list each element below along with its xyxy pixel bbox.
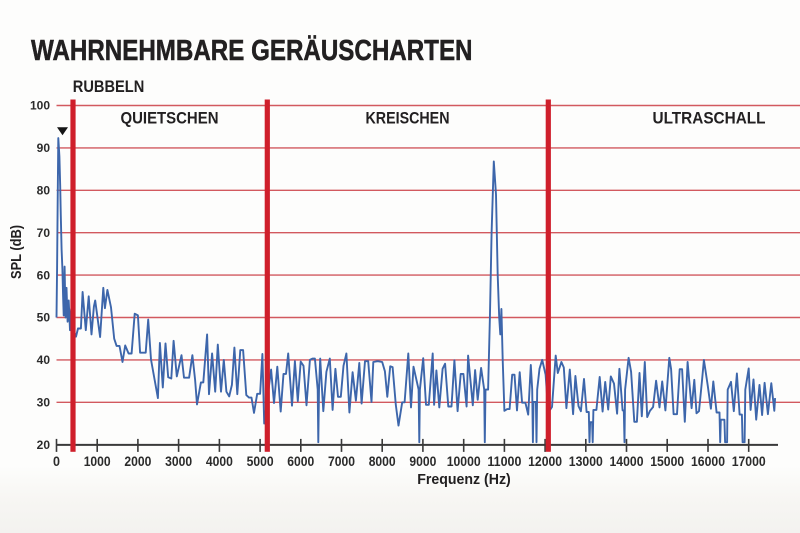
svg-text:10000: 10000	[447, 453, 481, 469]
svg-text:0: 0	[53, 453, 60, 469]
svg-text:6000: 6000	[287, 453, 314, 469]
svg-text:8000: 8000	[369, 453, 396, 469]
svg-text:ULTRASCHALL: ULTRASCHALL	[653, 110, 766, 128]
svg-text:QUIETSCHEN: QUIETSCHEN	[121, 110, 219, 128]
svg-text:12000: 12000	[528, 453, 562, 469]
svg-text:16000: 16000	[691, 453, 725, 469]
svg-text:17000: 17000	[732, 453, 766, 469]
svg-text:1000: 1000	[84, 453, 111, 469]
svg-text:5000: 5000	[247, 453, 274, 469]
svg-text:15000: 15000	[650, 453, 684, 469]
svg-text:100: 100	[30, 99, 50, 113]
svg-text:40: 40	[37, 353, 51, 367]
svg-text:4000: 4000	[206, 453, 233, 469]
svg-text:60: 60	[37, 268, 51, 282]
svg-text:9000: 9000	[409, 453, 436, 469]
svg-text:Frequenz (Hz): Frequenz (Hz)	[417, 472, 511, 488]
svg-text:SPL (dB): SPL (dB)	[9, 225, 25, 279]
svg-text:11000: 11000	[487, 453, 521, 469]
svg-text:20: 20	[37, 438, 51, 452]
svg-text:50: 50	[37, 311, 51, 325]
svg-text:13000: 13000	[569, 453, 603, 469]
svg-text:WAHRNEHMBARE GERÄUSCHARTEN: WAHRNEHMBARE GERÄUSCHARTEN	[31, 34, 473, 67]
svg-text:30: 30	[37, 396, 51, 410]
svg-text:7000: 7000	[328, 453, 355, 469]
svg-text:3000: 3000	[165, 453, 192, 469]
svg-text:14000: 14000	[610, 453, 644, 469]
svg-text:90: 90	[37, 141, 51, 155]
svg-text:RUBBELN: RUBBELN	[73, 78, 145, 96]
svg-text:KREISCHEN: KREISCHEN	[366, 110, 450, 128]
svg-text:80: 80	[37, 184, 51, 198]
svg-text:70: 70	[37, 226, 51, 240]
svg-text:2000: 2000	[124, 453, 151, 469]
